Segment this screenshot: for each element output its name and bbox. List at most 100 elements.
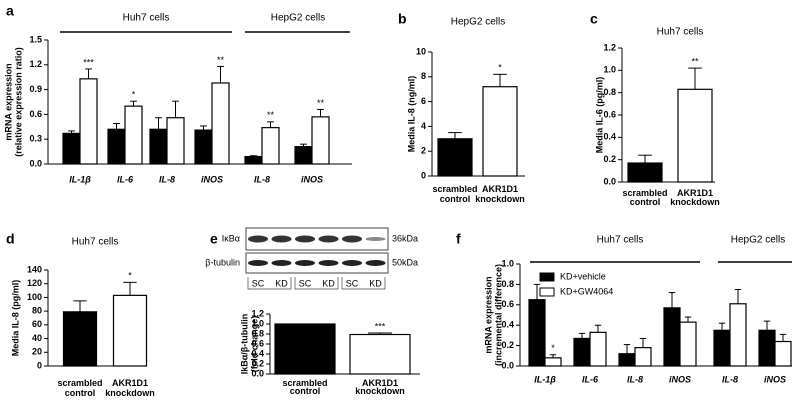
y-tick-label: 0.4 (251, 348, 264, 358)
x-tick-label: scrambled control (432, 184, 477, 204)
blot-band (342, 260, 362, 266)
y-tick-label: 1.2 (603, 42, 616, 52)
lane-label: SC (299, 278, 312, 288)
bar (349, 333, 411, 375)
significance: * (128, 271, 132, 281)
bar (261, 127, 280, 165)
bar (244, 155, 263, 165)
lane-label: KD (369, 278, 382, 288)
panel-letter: f (456, 231, 461, 247)
legend-label: KD+vehicle (560, 271, 606, 281)
bar (124, 105, 143, 165)
x-tick-label: AKR1D1 knockdown (670, 188, 720, 207)
lane-label: KD (275, 278, 288, 288)
y-tick-label: 0.0 (29, 158, 42, 168)
x-tick-label: IL-6 (117, 174, 134, 184)
blot-band (248, 235, 268, 243)
panel-letter: c (590, 11, 598, 27)
bar (112, 294, 148, 367)
lane-bracket (294, 277, 339, 290)
y-tick-label: 0.0 (603, 176, 616, 186)
x-tick-label: iNOS (764, 374, 786, 384)
legend-swatch (539, 287, 555, 297)
significance: * (498, 63, 502, 73)
y-tick-label: 0.8 (251, 328, 264, 338)
y-tick-label: 10 (416, 46, 426, 56)
x-tick-label: scrambled control (622, 188, 667, 207)
significance: *** (375, 321, 386, 331)
bar (149, 128, 168, 165)
group-label: Huh7 cells (597, 235, 644, 246)
bar (677, 88, 713, 183)
y-tick-label: 0.8 (501, 279, 514, 289)
x-tick-label: IL-8 (627, 374, 643, 384)
bar (634, 347, 652, 367)
legend-label: KD+GW4064 (560, 286, 613, 296)
y-tick-label: 0.9 (29, 84, 42, 94)
y-tick-label: 0.8 (603, 87, 616, 97)
bar (107, 128, 126, 165)
bar (589, 331, 607, 367)
bar (627, 162, 663, 183)
blot-band (365, 260, 386, 266)
panel-letter: b (398, 11, 407, 27)
y-tick-label: 0.4 (603, 132, 616, 142)
y-axis-label: (incremental difference) (493, 264, 503, 366)
y-tick-label: 0.6 (501, 299, 514, 309)
bar (573, 337, 591, 367)
blot-band (271, 235, 292, 243)
y-axis-label: Media IL-8 (pg/ml) (10, 280, 20, 357)
panel-letter: d (6, 231, 15, 247)
blot-protein: IκBα (222, 233, 240, 243)
lane-label: SC (346, 278, 359, 288)
bar (528, 299, 546, 367)
legend-swatch (539, 272, 555, 282)
y-tick-label: 140 (27, 264, 42, 274)
blot-band (365, 237, 386, 241)
x-tick-label: iNOS (201, 174, 223, 184)
y-axis-label: (relative expression ratio) (13, 47, 23, 157)
y-tick-label: 60 (32, 319, 42, 329)
blot-band (342, 235, 362, 243)
significance: ** (317, 98, 325, 108)
y-tick-label: 120 (27, 278, 42, 288)
significance: * (132, 90, 136, 100)
blot-size: 50kDa (392, 257, 418, 267)
y-tick-label: 0.2 (603, 154, 616, 164)
y-tick-label: 40 (32, 333, 42, 343)
bar (713, 329, 731, 367)
blot-band (318, 260, 339, 266)
panel-letter: e (210, 231, 218, 247)
bar (311, 116, 330, 165)
x-tick-label: scrambled control (282, 378, 327, 396)
y-tick-label: 1.0 (251, 318, 264, 328)
y-tick-label: 4 (421, 121, 426, 131)
bar (437, 138, 473, 177)
bar (679, 321, 697, 367)
y-tick-label: 0.6 (29, 109, 42, 119)
blot-band (295, 260, 315, 266)
lane-bracket (247, 277, 292, 290)
y-tick-label: 1.5 (29, 34, 42, 44)
lane-bracket (341, 277, 386, 290)
significance: ** (691, 56, 699, 66)
y-axis-label: (fold change) (249, 316, 259, 373)
y-tick-label: 0.3 (29, 134, 42, 144)
y-tick-label: 1.2 (251, 308, 264, 318)
x-tick-label: IL-1β (534, 374, 556, 384)
y-tick-label: 0.6 (603, 109, 616, 119)
x-tick-label: iNOS (669, 374, 691, 384)
group-label: Huh7 cells (123, 13, 170, 24)
x-tick-label: IL-8 (159, 174, 175, 184)
chart-title: Huh7 cells (72, 237, 119, 248)
y-tick-label: 1.0 (501, 258, 514, 268)
bar (62, 132, 81, 165)
y-tick-label: 0.4 (501, 320, 514, 330)
y-tick-label: 100 (27, 292, 42, 302)
blot-band (318, 235, 339, 243)
group-label: HepG2 cells (731, 235, 785, 246)
x-tick-label: IL-1β (69, 174, 91, 184)
y-axis-label: Media IL-8 (ng/ml) (406, 76, 416, 153)
x-tick-label: AKR1D1 knockdown (355, 378, 405, 396)
